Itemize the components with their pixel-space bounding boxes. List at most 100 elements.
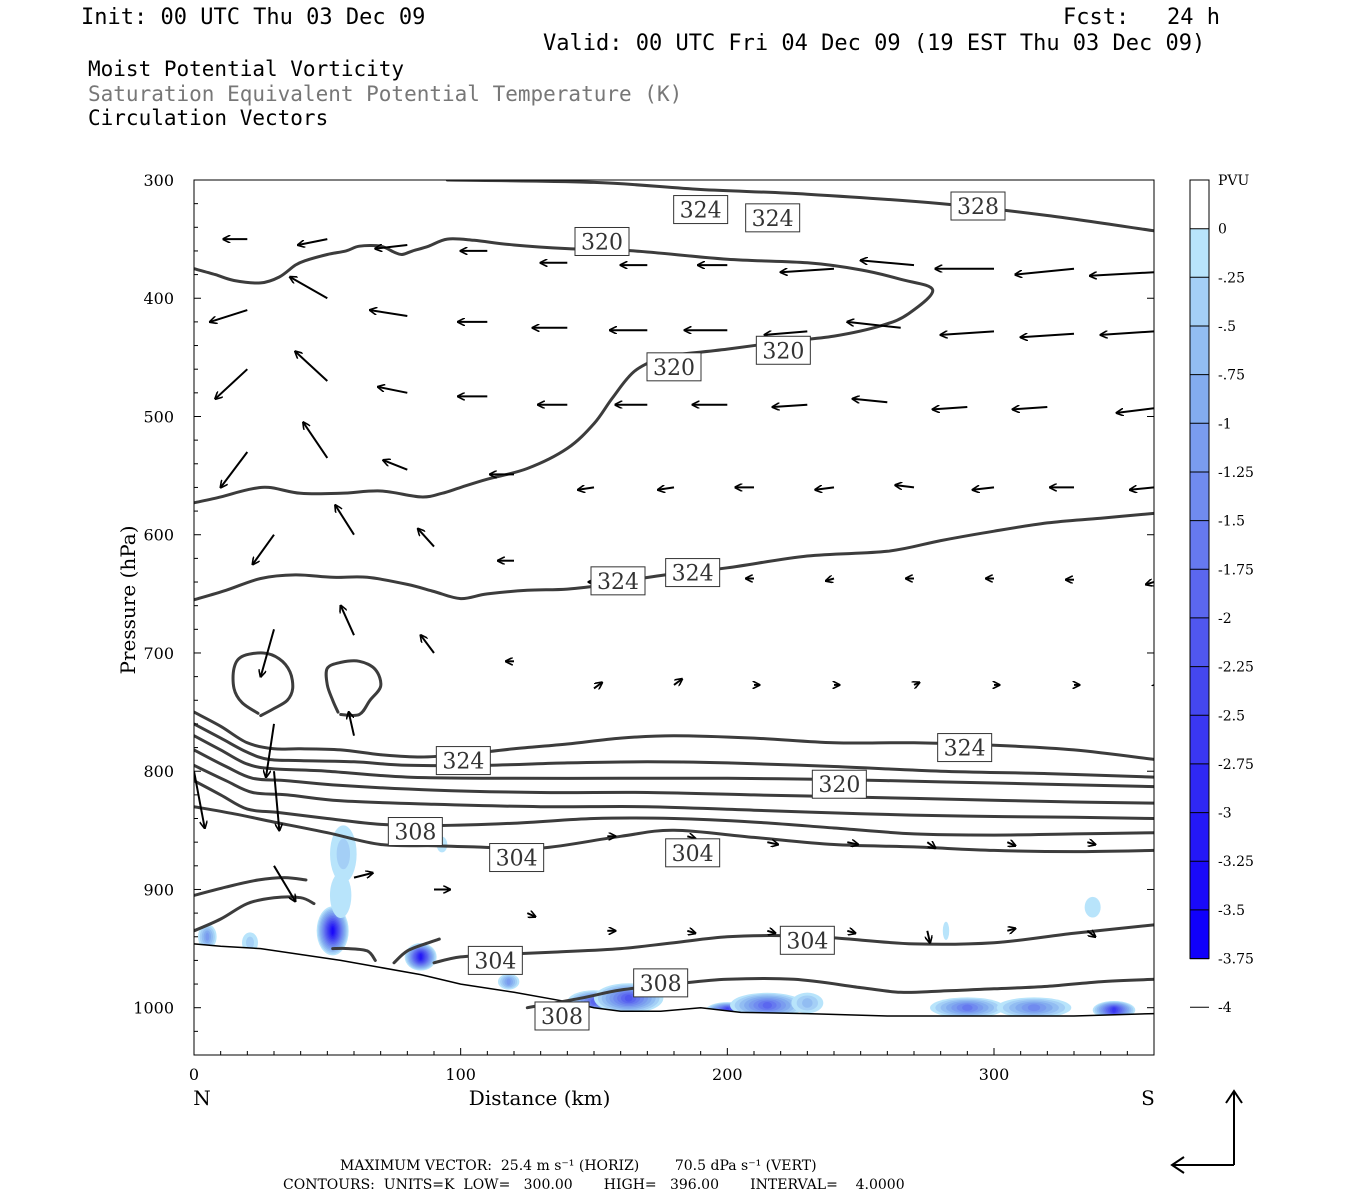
circulation-vector xyxy=(1086,931,1095,937)
contour-label: 324 xyxy=(673,195,729,225)
pv-patch-ring xyxy=(205,932,210,941)
theta-e-contour xyxy=(194,237,935,505)
circulation-vector xyxy=(673,679,682,685)
colorbar-label: -2.5 xyxy=(1218,708,1245,724)
colorbar-swatch xyxy=(1190,472,1209,522)
colorbar-swatch xyxy=(1190,812,1209,862)
north-endpoint-label: N xyxy=(193,1086,211,1110)
circulation-vector xyxy=(295,352,328,382)
circulation-vector xyxy=(973,487,995,489)
circulation-vector xyxy=(253,534,275,565)
circulation-vector xyxy=(1130,487,1154,489)
colorbar-swatch xyxy=(1190,180,1209,230)
theta-e-contour xyxy=(194,511,1154,602)
theta-e-contour xyxy=(194,763,1154,820)
circulation-vector xyxy=(1087,842,1095,844)
contour-label: 320 xyxy=(574,226,630,256)
contour-label-box xyxy=(387,817,443,847)
contour-label-box xyxy=(811,769,867,799)
vector-scale-icon xyxy=(1170,1089,1243,1174)
y-axis-title: Pressure (hPa) xyxy=(116,526,140,675)
circulation-vector xyxy=(926,842,935,848)
circulation-vector xyxy=(273,865,295,902)
circulation-vector xyxy=(221,451,249,487)
colorbar-label: -3.75 xyxy=(1218,952,1254,968)
colorbar-label: -2 xyxy=(1218,611,1232,627)
colorbar-label: -1 xyxy=(1218,416,1232,432)
circulation-vector xyxy=(303,422,329,459)
colorbar-label: -.5 xyxy=(1218,319,1236,335)
theta-e-contour xyxy=(331,946,377,962)
circulation-vector xyxy=(210,309,248,322)
pv-patch-ring xyxy=(336,838,351,870)
contour-label-text: 324 xyxy=(597,570,639,595)
contour-label-box xyxy=(665,558,721,588)
circulation-vector xyxy=(215,368,248,399)
colorbar-swatch xyxy=(1190,423,1209,473)
circulation-vector xyxy=(383,460,408,471)
contour-label-text: 324 xyxy=(680,199,722,224)
contour-label-text: 320 xyxy=(581,230,623,255)
contour-label-text: 308 xyxy=(394,821,436,846)
contour-label: 308 xyxy=(387,817,443,847)
contour-label-text: 324 xyxy=(442,750,484,775)
contour-label-box xyxy=(489,843,545,873)
contour-label-text: 304 xyxy=(672,842,714,867)
colorbar-swatch xyxy=(1190,326,1209,376)
contour-label: 324 xyxy=(745,203,801,233)
x-tick-label: 0 xyxy=(189,1065,199,1084)
circulation-vector xyxy=(378,387,408,394)
circulation-vector xyxy=(815,487,835,489)
colorbar-swatch xyxy=(1190,715,1209,765)
colorbar-swatch xyxy=(1190,909,1209,960)
theta-e-contour xyxy=(194,805,1154,854)
contour-label-box xyxy=(534,1001,590,1031)
circulation-vector xyxy=(847,322,901,329)
colorbar-swatch xyxy=(1190,861,1209,911)
circulation-vector xyxy=(1101,330,1154,335)
pv-patch xyxy=(497,973,520,990)
valid-time: Valid: 00 UTC Fri 04 Dec 09 (19 EST Thu … xyxy=(543,31,1206,56)
y-tick-label: 500 xyxy=(143,407,174,426)
y-tick-label: 300 xyxy=(143,171,174,190)
colorbar-label: -2.25 xyxy=(1218,660,1254,676)
colorbar-label: -2.75 xyxy=(1218,757,1254,773)
circulation-vector xyxy=(421,635,435,654)
circulation-vector xyxy=(335,505,355,536)
colorbar-unit: PVU xyxy=(1218,173,1250,189)
circulation-vector xyxy=(765,331,808,335)
contour-label-text: 320 xyxy=(653,356,695,381)
circulation-vector xyxy=(353,873,373,879)
theta-e-contours xyxy=(194,180,1154,1010)
pv-colorbar: PVU 0 -.25 -.5 -.75 -1 -1.25 -1.5 -1.75 -2 -2.25 -2… xyxy=(1189,173,1254,1016)
circulation-vector xyxy=(927,930,930,943)
circulation-vector xyxy=(1117,407,1154,413)
pv-patch xyxy=(1084,896,1101,918)
circulation-vector xyxy=(349,712,355,736)
y-tick-label: 800 xyxy=(143,762,174,781)
pv-patch xyxy=(930,997,1005,1019)
colorbar-label: -1.5 xyxy=(1218,514,1245,530)
circulation-vector xyxy=(341,606,355,636)
x-tick-label: 200 xyxy=(712,1065,743,1084)
pv-patch xyxy=(404,943,437,971)
contour-label-box xyxy=(590,566,646,596)
y-tick-label: 900 xyxy=(143,880,174,899)
contour-label-text: 328 xyxy=(957,195,999,220)
contour-labels: 324 324 328 320 320 320 324 324 324 324 320 308 304 3… xyxy=(387,191,1006,1031)
contour-label-box xyxy=(646,352,702,382)
theta-e-contour xyxy=(445,180,1154,233)
circulation-vector xyxy=(933,407,968,409)
contour-label: 304 xyxy=(779,925,835,955)
circulation-vector xyxy=(418,529,435,548)
x-tick-label: 100 xyxy=(445,1065,476,1084)
circulation-vector xyxy=(895,485,915,487)
circulation-vector xyxy=(687,931,695,933)
theta-e-contour xyxy=(194,779,1154,837)
colorbar-label: -.25 xyxy=(1218,270,1245,286)
contour-label: 304 xyxy=(489,843,545,873)
contour-label-box xyxy=(745,203,801,233)
field-title-theta-es: Saturation Equivalent Potential Temperat… xyxy=(88,82,683,106)
circulation-vector xyxy=(526,913,535,917)
circulation-vector xyxy=(1013,407,1048,409)
